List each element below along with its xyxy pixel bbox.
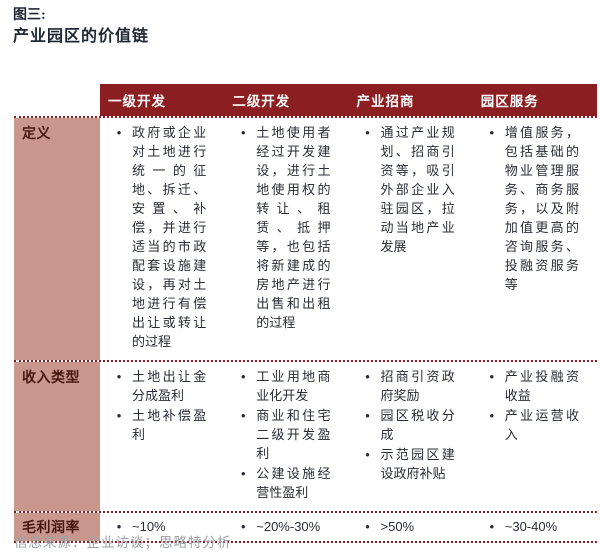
- column-header-park-services: 园区服务: [472, 84, 597, 116]
- bullet-icon: •: [365, 519, 370, 534]
- bullet-text: 公建设施经营性盈利: [256, 466, 331, 500]
- bullet-icon: •: [240, 408, 246, 423]
- bullet-icon: •: [489, 519, 495, 534]
- bullet-item: • ~30-40%: [479, 517, 579, 536]
- bullet-item: • 产业运营收入: [479, 406, 579, 444]
- bullet-icon: •: [116, 408, 122, 423]
- bullet-item: • ~10%: [106, 517, 206, 536]
- cell-margin-attraction: • >50%: [349, 513, 473, 541]
- cell-margin-secondary: • ~20%-30%: [224, 513, 348, 541]
- bullet-icon: •: [365, 369, 370, 384]
- bullet-icon: •: [240, 519, 246, 534]
- cell-revenue-secondary: • 工业用地商业化开发 • 商业和住宅二级开发盈利 • 公建设施经营性盈利: [224, 362, 348, 511]
- row-label-revenue-type: 收入类型: [14, 362, 100, 511]
- cell-definition-services: • 增值服务，包括基础的物业管理服务、商务服务，以及附加值更高的咨询服务、投融资…: [473, 118, 597, 360]
- bullet-icon: •: [240, 369, 246, 384]
- bullet-text: 土地补偿盈利: [132, 408, 207, 442]
- bullet-item: • >50%: [355, 517, 455, 536]
- bullet-item: • 通过产业规划、招商引资等，吸引外部企业入驻园区，拉动当地产业发展: [355, 123, 455, 256]
- table-row-definition: 定义 • 政府或企业对土地进行统一的征地、拆迁、安置、补偿，并进行适当的市政配套…: [14, 116, 597, 360]
- bullet-item: • 招商引资政府奖励: [355, 367, 455, 405]
- header-spacer: [14, 84, 100, 116]
- bullet-icon: •: [365, 408, 370, 423]
- cell-revenue-services: • 产业投融资收益 • 产业运营收入: [473, 362, 597, 511]
- bullet-item: • 公建设施经营性盈利: [230, 464, 331, 502]
- table-header-row: 一级开发 二级开发 产业招商 园区服务: [14, 84, 597, 116]
- value-chain-table: 一级开发 二级开发 产业招商 园区服务 定义 • 政府或企业对土地进行统一的征地…: [14, 84, 597, 543]
- cell-margin-primary: • ~10%: [100, 513, 224, 541]
- bullet-item: • 土地使用者经过开发建设，进行土地使用权的转让、租赁、抵押等，也包括将新建成的…: [230, 123, 331, 332]
- figure-title: 产业园区的价值链: [13, 28, 150, 45]
- bullet-item: • 土地补偿盈利: [106, 406, 207, 444]
- bullet-icon: •: [116, 519, 122, 534]
- figure-titles: 图三: 产业园区的价值链: [13, 6, 149, 48]
- figure-label: 图三:: [13, 8, 46, 23]
- bullet-icon: •: [240, 125, 246, 140]
- cell-margin-services: • ~30-40%: [473, 513, 597, 541]
- bullet-text: ~30-40%: [504, 519, 558, 534]
- row-label-definition: 定义: [14, 118, 100, 360]
- bullet-icon: •: [489, 408, 495, 423]
- bullet-text: >50%: [380, 519, 415, 534]
- bullet-text: ~20%-30%: [256, 519, 321, 534]
- bullet-icon: •: [240, 466, 246, 481]
- bullet-icon: •: [489, 369, 495, 384]
- bullet-text: 土地出让金分成盈利: [132, 369, 207, 403]
- bullet-icon: •: [116, 125, 122, 140]
- bullet-item: • 土地出让金分成盈利: [106, 367, 207, 405]
- bullet-text: ~10%: [132, 519, 166, 534]
- bullet-icon: •: [489, 125, 495, 140]
- bullet-text: 通过产业规划、招商引资等，吸引外部企业入驻园区，拉动当地产业发展: [380, 125, 455, 254]
- bullet-item: • 示范园区建设政府补贴: [355, 445, 455, 483]
- bullet-text: 工业用地商业化开发: [256, 369, 331, 403]
- cell-definition-attraction: • 通过产业规划、招商引资等，吸引外部企业入驻园区，拉动当地产业发展: [349, 118, 473, 360]
- cell-definition-primary: • 政府或企业对土地进行统一的征地、拆迁、安置、补偿，并进行适当的市政配套设施建…: [100, 118, 224, 360]
- cell-revenue-attraction: • 招商引资政府奖励 • 园区税收分成 • 示范园区建设政府补贴: [349, 362, 473, 511]
- table-row-revenue-type: 收入类型 • 土地出让金分成盈利 • 土地补偿盈利 • 工业用地商业化开发 •: [14, 360, 597, 511]
- bullet-text: 政府或企业对土地进行统一的征地、拆迁、安置、补偿，并进行适当的市政配套设施建设，…: [132, 125, 207, 349]
- column-header-industry-attraction: 产业招商: [348, 84, 473, 116]
- bullet-text: 商业和住宅二级开发盈利: [256, 408, 331, 461]
- bullet-text: 产业运营收入: [504, 408, 579, 442]
- bullet-icon: •: [365, 447, 370, 462]
- bullet-item: • 工业用地商业化开发: [230, 367, 331, 405]
- bullet-text: 园区税收分成: [380, 408, 455, 442]
- cell-revenue-primary: • 土地出让金分成盈利 • 土地补偿盈利: [100, 362, 224, 511]
- bullet-text: 产业投融资收益: [504, 369, 579, 403]
- bullet-item: • 商业和住宅二级开发盈利: [230, 406, 331, 463]
- bullet-icon: •: [116, 369, 122, 384]
- bullet-item: • 政府或企业对土地进行统一的征地、拆迁、安置、补偿，并进行适当的市政配套设施建…: [106, 123, 207, 351]
- bullet-text: 增值服务，包括基础的物业管理服务、商务服务，以及附加值更高的咨询服务、投融资服务…: [504, 125, 579, 292]
- bullet-text: 土地使用者经过开发建设，进行土地使用权的转让、租赁、抵押等，也包括将新建成的房地…: [256, 125, 331, 330]
- bullet-text: 招商引资政府奖励: [380, 369, 455, 403]
- bullet-item: • 园区税收分成: [355, 406, 455, 444]
- column-header-secondary-development: 二级开发: [224, 84, 349, 116]
- table-row-gross-margin: 毛利润率 • ~10% • ~20%-30% • >50%: [14, 511, 597, 543]
- bullet-text: 示范园区建设政府补贴: [380, 447, 455, 481]
- row-label-gross-margin: 毛利润率: [14, 513, 100, 541]
- bullet-item: • ~20%-30%: [230, 517, 330, 536]
- column-header-primary-development: 一级开发: [100, 84, 225, 116]
- bullet-icon: •: [365, 125, 370, 140]
- source-note: 信息来源：企业访谈；思略特分析: [14, 535, 232, 550]
- cell-definition-secondary: • 土地使用者经过开发建设，进行土地使用权的转让、租赁、抵押等，也包括将新建成的…: [224, 118, 348, 360]
- bullet-item: • 增值服务，包括基础的物业管理服务、商务服务，以及附加值更高的咨询服务、投融资…: [479, 123, 579, 294]
- bullet-item: • 产业投融资收益: [479, 367, 579, 405]
